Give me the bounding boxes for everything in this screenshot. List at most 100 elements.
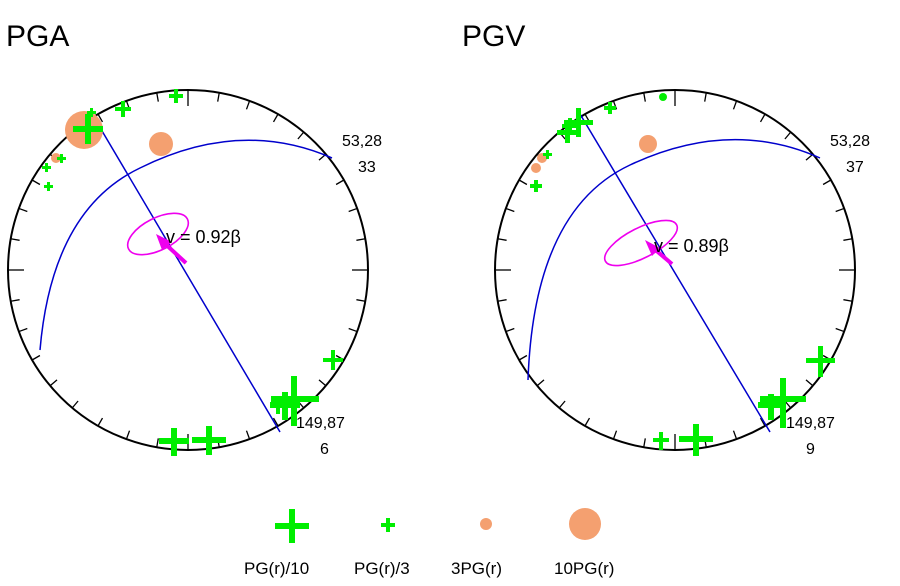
- stereonet-tick: [843, 299, 853, 302]
- station-symbols: [530, 93, 835, 456]
- stereonet-tick: [18, 207, 28, 213]
- stereonet-tick: [297, 131, 305, 140]
- plane-label-top: 53,28: [342, 133, 382, 150]
- stereonet-tick: [835, 207, 845, 213]
- circle-small: [51, 153, 61, 163]
- plus-small: [562, 118, 578, 134]
- plane-label-top: 53,28: [830, 133, 870, 150]
- stereonet-tick: [272, 417, 279, 427]
- stereonet-tick: [505, 327, 515, 333]
- stereonet-tick: [318, 379, 327, 387]
- stereonet-tick: [356, 299, 366, 302]
- plus-small: [270, 398, 286, 414]
- stereonet-tick: [245, 430, 251, 440]
- legend-label: PG(r)/10: [244, 559, 309, 578]
- stereonet-tick: [732, 100, 738, 110]
- directivity-arrow-head: [645, 240, 660, 256]
- stereonet: [7, 89, 369, 451]
- stereonet-tick: [10, 238, 20, 241]
- plane-label-bottom: 149,87: [296, 415, 345, 432]
- stereonet-tick: [643, 92, 646, 102]
- plus-large: [73, 114, 103, 144]
- stereonet-tick: [805, 379, 814, 387]
- stereonet-tick: [643, 438, 646, 448]
- stereonet-tick: [704, 92, 707, 102]
- station-symbols: [42, 89, 343, 456]
- legend-symbol-circle-large: [569, 508, 601, 540]
- stereonet-tick: [518, 354, 528, 361]
- stereonet-tick: [784, 131, 792, 140]
- plus-small: [115, 101, 131, 117]
- circle-medium: [639, 135, 657, 153]
- plus-small: [659, 93, 667, 101]
- stereonet-tick: [335, 179, 345, 186]
- plane-label-bottom: 149,87: [786, 415, 835, 432]
- plus-small: [42, 163, 51, 172]
- plus-large: [679, 424, 713, 456]
- legend: PG(r)/10 PG(r)/3 3PG(r) 10PG(r): [244, 508, 614, 578]
- stereonet-tick: [49, 379, 58, 387]
- stereonet-tick: [356, 238, 366, 241]
- circle-small: [531, 163, 541, 173]
- plus-large: [564, 108, 593, 137]
- plus-small: [44, 182, 53, 191]
- stereonet-tick: [31, 179, 41, 186]
- panel-pgv: PGV v = 0.89β 53,28 37 149,87 9: [462, 20, 870, 458]
- stereonet-tick: [348, 207, 358, 213]
- circle-medium: [149, 132, 173, 156]
- stereonet-tick: [536, 379, 545, 387]
- stereonet-tick: [759, 113, 766, 123]
- rake-label-top: 37: [846, 159, 864, 176]
- stereonet-tick: [497, 238, 507, 241]
- stereonet-tick: [505, 207, 515, 213]
- stereonet-tick: [497, 299, 507, 302]
- nodal-plane-shallow: [39, 139, 333, 351]
- stereonet-tick: [272, 113, 279, 123]
- legend-label: 3PG(r): [451, 559, 502, 578]
- plus-large: [758, 394, 784, 420]
- stereonet-tick: [217, 92, 220, 102]
- nodal-plane-steep: [91, 113, 281, 433]
- stereonet-tick: [584, 417, 591, 427]
- stereonet-tick: [97, 417, 104, 427]
- stereonet-tick: [156, 92, 159, 102]
- stereonet-tick: [843, 238, 853, 241]
- panel-title: PGV: [462, 20, 525, 53]
- plus-small: [57, 154, 66, 163]
- plus-small: [530, 180, 542, 192]
- stereonet-tick: [835, 327, 845, 333]
- legend-label: 10PG(r): [554, 559, 614, 578]
- stereonet-tick: [822, 179, 832, 186]
- plus-large: [557, 122, 578, 143]
- stereonet-tick: [10, 299, 20, 302]
- rake-label-bottom: 6: [320, 441, 329, 458]
- stereonet-tick: [558, 400, 566, 409]
- velocity-label: v = 0.89β: [654, 236, 729, 256]
- plus-small: [604, 102, 616, 114]
- stereonet-tick: [31, 354, 41, 361]
- plus-small: [653, 432, 669, 450]
- plus-small: [323, 350, 343, 370]
- directivity-arrow-head: [156, 234, 172, 250]
- plus-large: [192, 426, 226, 455]
- nodal-plane-shallow: [527, 138, 821, 381]
- legend-label: PG(r)/3: [354, 559, 410, 578]
- panel-title: PGA: [6, 20, 69, 53]
- velocity-label: v = 0.92β: [166, 227, 241, 247]
- legend-symbol-plus-small: [381, 518, 395, 532]
- stereonet-tick: [732, 430, 738, 440]
- plus-small: [87, 108, 96, 117]
- rake-label-bottom: 9: [806, 441, 815, 458]
- uncertainty-ellipse: [126, 212, 190, 256]
- stereonet-tick: [759, 417, 766, 427]
- plus-large: [271, 376, 319, 426]
- legend-symbol-plus-large: [275, 509, 309, 543]
- plus-large: [159, 428, 189, 456]
- stereonet-tick: [245, 100, 251, 110]
- plus-small: [169, 89, 183, 103]
- stereonet-tick: [518, 179, 528, 186]
- stereonet-tick: [18, 327, 28, 333]
- panel-pga: PGA v = 0.92β 53,28 33 149,87 6: [6, 20, 382, 458]
- stereonet-tick: [156, 438, 159, 448]
